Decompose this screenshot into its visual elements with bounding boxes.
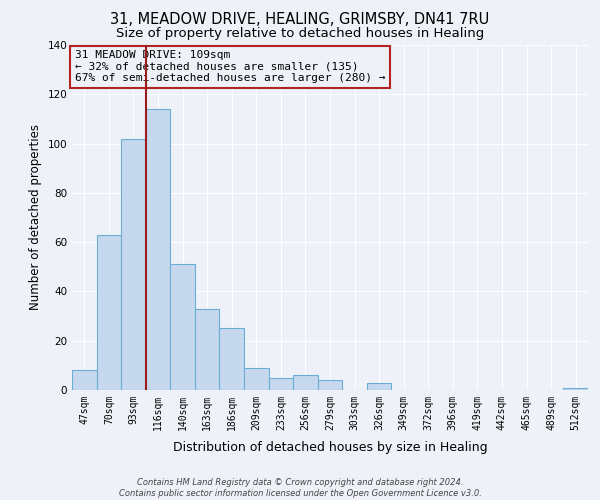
Bar <box>269 378 293 390</box>
Bar <box>367 382 391 390</box>
Text: Contains HM Land Registry data © Crown copyright and database right 2024.
Contai: Contains HM Land Registry data © Crown c… <box>119 478 481 498</box>
Bar <box>72 370 97 390</box>
Bar <box>220 328 244 390</box>
Text: Size of property relative to detached houses in Healing: Size of property relative to detached ho… <box>116 28 484 40</box>
Text: 31 MEADOW DRIVE: 109sqm
← 32% of detached houses are smaller (135)
67% of semi-d: 31 MEADOW DRIVE: 109sqm ← 32% of detache… <box>74 50 385 84</box>
Y-axis label: Number of detached properties: Number of detached properties <box>29 124 42 310</box>
Bar <box>244 368 269 390</box>
X-axis label: Distribution of detached houses by size in Healing: Distribution of detached houses by size … <box>173 441 487 454</box>
Bar <box>170 264 195 390</box>
Bar <box>563 388 588 390</box>
Bar <box>121 138 146 390</box>
Bar <box>318 380 342 390</box>
Bar <box>97 235 121 390</box>
Bar <box>195 308 220 390</box>
Bar <box>293 375 318 390</box>
Text: 31, MEADOW DRIVE, HEALING, GRIMSBY, DN41 7RU: 31, MEADOW DRIVE, HEALING, GRIMSBY, DN41… <box>110 12 490 28</box>
Bar <box>146 109 170 390</box>
